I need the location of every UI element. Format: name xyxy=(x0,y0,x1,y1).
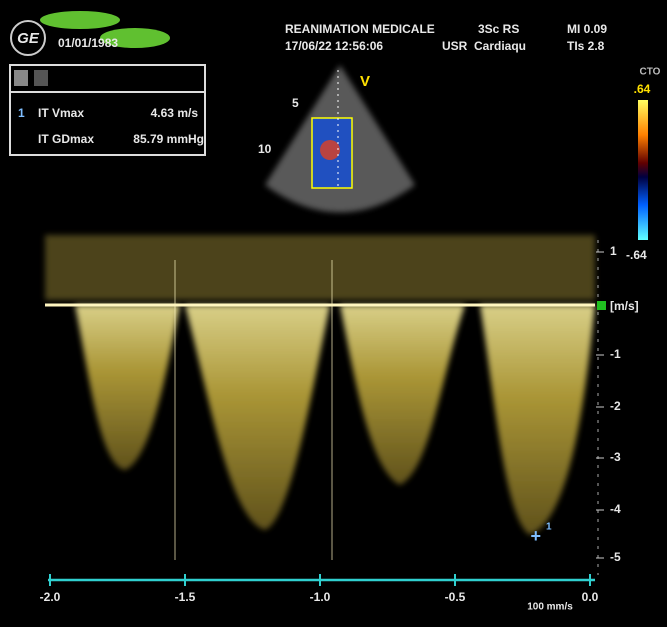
measure-value: 85.79 mmHg xyxy=(133,132,204,146)
preset: Cardiaqu xyxy=(474,39,526,53)
baseline-marker xyxy=(597,301,606,310)
velocity-tick-label: -4 xyxy=(610,502,621,516)
probe: 3Sc RS xyxy=(478,22,519,36)
depth-mark: 10 xyxy=(258,142,272,156)
datetime: 17/06/22 12:56:06 xyxy=(285,39,383,53)
measure-index: 1 xyxy=(18,106,25,120)
measure-value: 4.63 m/s xyxy=(151,106,199,120)
depth-mark: 5 xyxy=(292,96,299,110)
velocity-tick-label: -1 xyxy=(610,347,621,361)
measure-label: IT GDmax xyxy=(38,132,94,146)
patient-date: 01/01/1983 xyxy=(58,36,118,50)
sweep-speed: 100 mm/s xyxy=(527,602,573,613)
icon xyxy=(34,70,48,86)
measure-label: IT Vmax xyxy=(38,106,84,120)
color-flow xyxy=(320,140,340,160)
velocity-unit: [m/s] xyxy=(610,299,639,313)
time-tick-label: -1.5 xyxy=(175,590,196,604)
logo: GE xyxy=(17,30,40,47)
velocity-tick-label: 1 xyxy=(610,244,617,258)
user: USR xyxy=(442,39,468,53)
time-tick-label: -1.0 xyxy=(310,590,331,604)
icon xyxy=(14,70,28,86)
velocity-tick-label: -3 xyxy=(610,450,621,464)
sticker xyxy=(40,11,120,29)
color-bar xyxy=(638,100,648,240)
page: GE 01/01/1983 REANIMATION MEDICALE 17/06… xyxy=(0,0,667,627)
color-title: CTO xyxy=(640,67,661,78)
velocity-tick-label: -2 xyxy=(610,399,621,413)
cursor: + xyxy=(530,526,541,546)
sector-label: V xyxy=(360,73,370,90)
mi: MI 0.09 xyxy=(567,22,607,36)
time-tick-label: -0.5 xyxy=(445,590,466,604)
tis: TIs 2.8 xyxy=(567,39,605,53)
color-top: .64 xyxy=(634,82,651,96)
color-bottom: -.64 xyxy=(626,248,647,262)
institution: REANIMATION MEDICALE xyxy=(285,22,435,36)
velocity-tick-label: -5 xyxy=(610,550,621,564)
spectrum-noise xyxy=(45,235,595,300)
time-tick-label: 0.0 xyxy=(582,590,599,604)
time-tick-label: -2.0 xyxy=(40,590,61,604)
cursor-label: 1 xyxy=(546,522,552,533)
ultrasound-screen: GE 01/01/1983 REANIMATION MEDICALE 17/06… xyxy=(0,0,667,627)
